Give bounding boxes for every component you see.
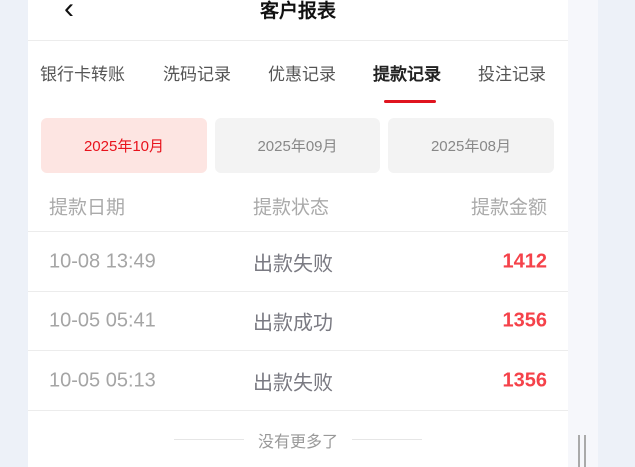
row-amount: 1412 [502, 250, 548, 273]
row-amount: 1356 [502, 309, 548, 332]
table-row: 10-08 13:49 出款失败 1412 [28, 233, 568, 292]
tab-promotion[interactable]: 优惠记录 [268, 65, 336, 84]
tab-bank-transfer[interactable]: 银行卡转账 [40, 65, 125, 84]
no-more-text: 没有更多了 [257, 434, 338, 451]
divider [174, 439, 244, 440]
table-row: 10-05 05:13 出款失败 1356 [28, 352, 568, 411]
month-button[interactable]: 2025年09月 [215, 118, 380, 173]
divider [352, 439, 422, 440]
row-date: 10-05 05:41 [49, 309, 156, 332]
tab-rebate[interactable]: 洗码记录 [163, 65, 231, 84]
row-status: 出款成功 [253, 312, 333, 335]
row-date: 10-08 13:49 [49, 250, 156, 273]
active-tab-indicator [384, 100, 436, 103]
month-button[interactable]: 2025年08月 [388, 118, 554, 173]
tab-bets[interactable]: 投注记录 [478, 65, 546, 84]
side-strip [568, 0, 598, 467]
row-amount: 1356 [502, 369, 548, 392]
tab-withdrawal[interactable]: 提款记录 [373, 65, 441, 84]
row-date: 10-05 05:13 [49, 369, 156, 392]
page-title: 客户报表 [259, 1, 336, 22]
table-header: 提款日期 提款状态 提款金额 [28, 180, 568, 232]
month-button[interactable]: 2025年10月 [41, 118, 207, 173]
scrollbar-handle[interactable] [578, 435, 586, 467]
row-status: 出款失败 [253, 253, 333, 276]
header-status: 提款状态 [253, 197, 330, 218]
tab-bar: 银行卡转账 洗码记录 优惠记录 提款记录 投注记录 [28, 60, 568, 106]
header-amount: 提款金额 [470, 197, 547, 218]
chevron-left-icon[interactable]: ‹ [64, 0, 74, 25]
table-row: 10-05 05:41 出款成功 1356 [28, 292, 568, 351]
header-date: 提款日期 [49, 197, 126, 218]
header: ‹ 客户报表 [28, 0, 568, 41]
report-panel: ‹ 客户报表 银行卡转账 洗码记录 优惠记录 提款记录 投注记录 2025年10… [28, 0, 568, 467]
row-status: 出款失败 [253, 372, 333, 395]
